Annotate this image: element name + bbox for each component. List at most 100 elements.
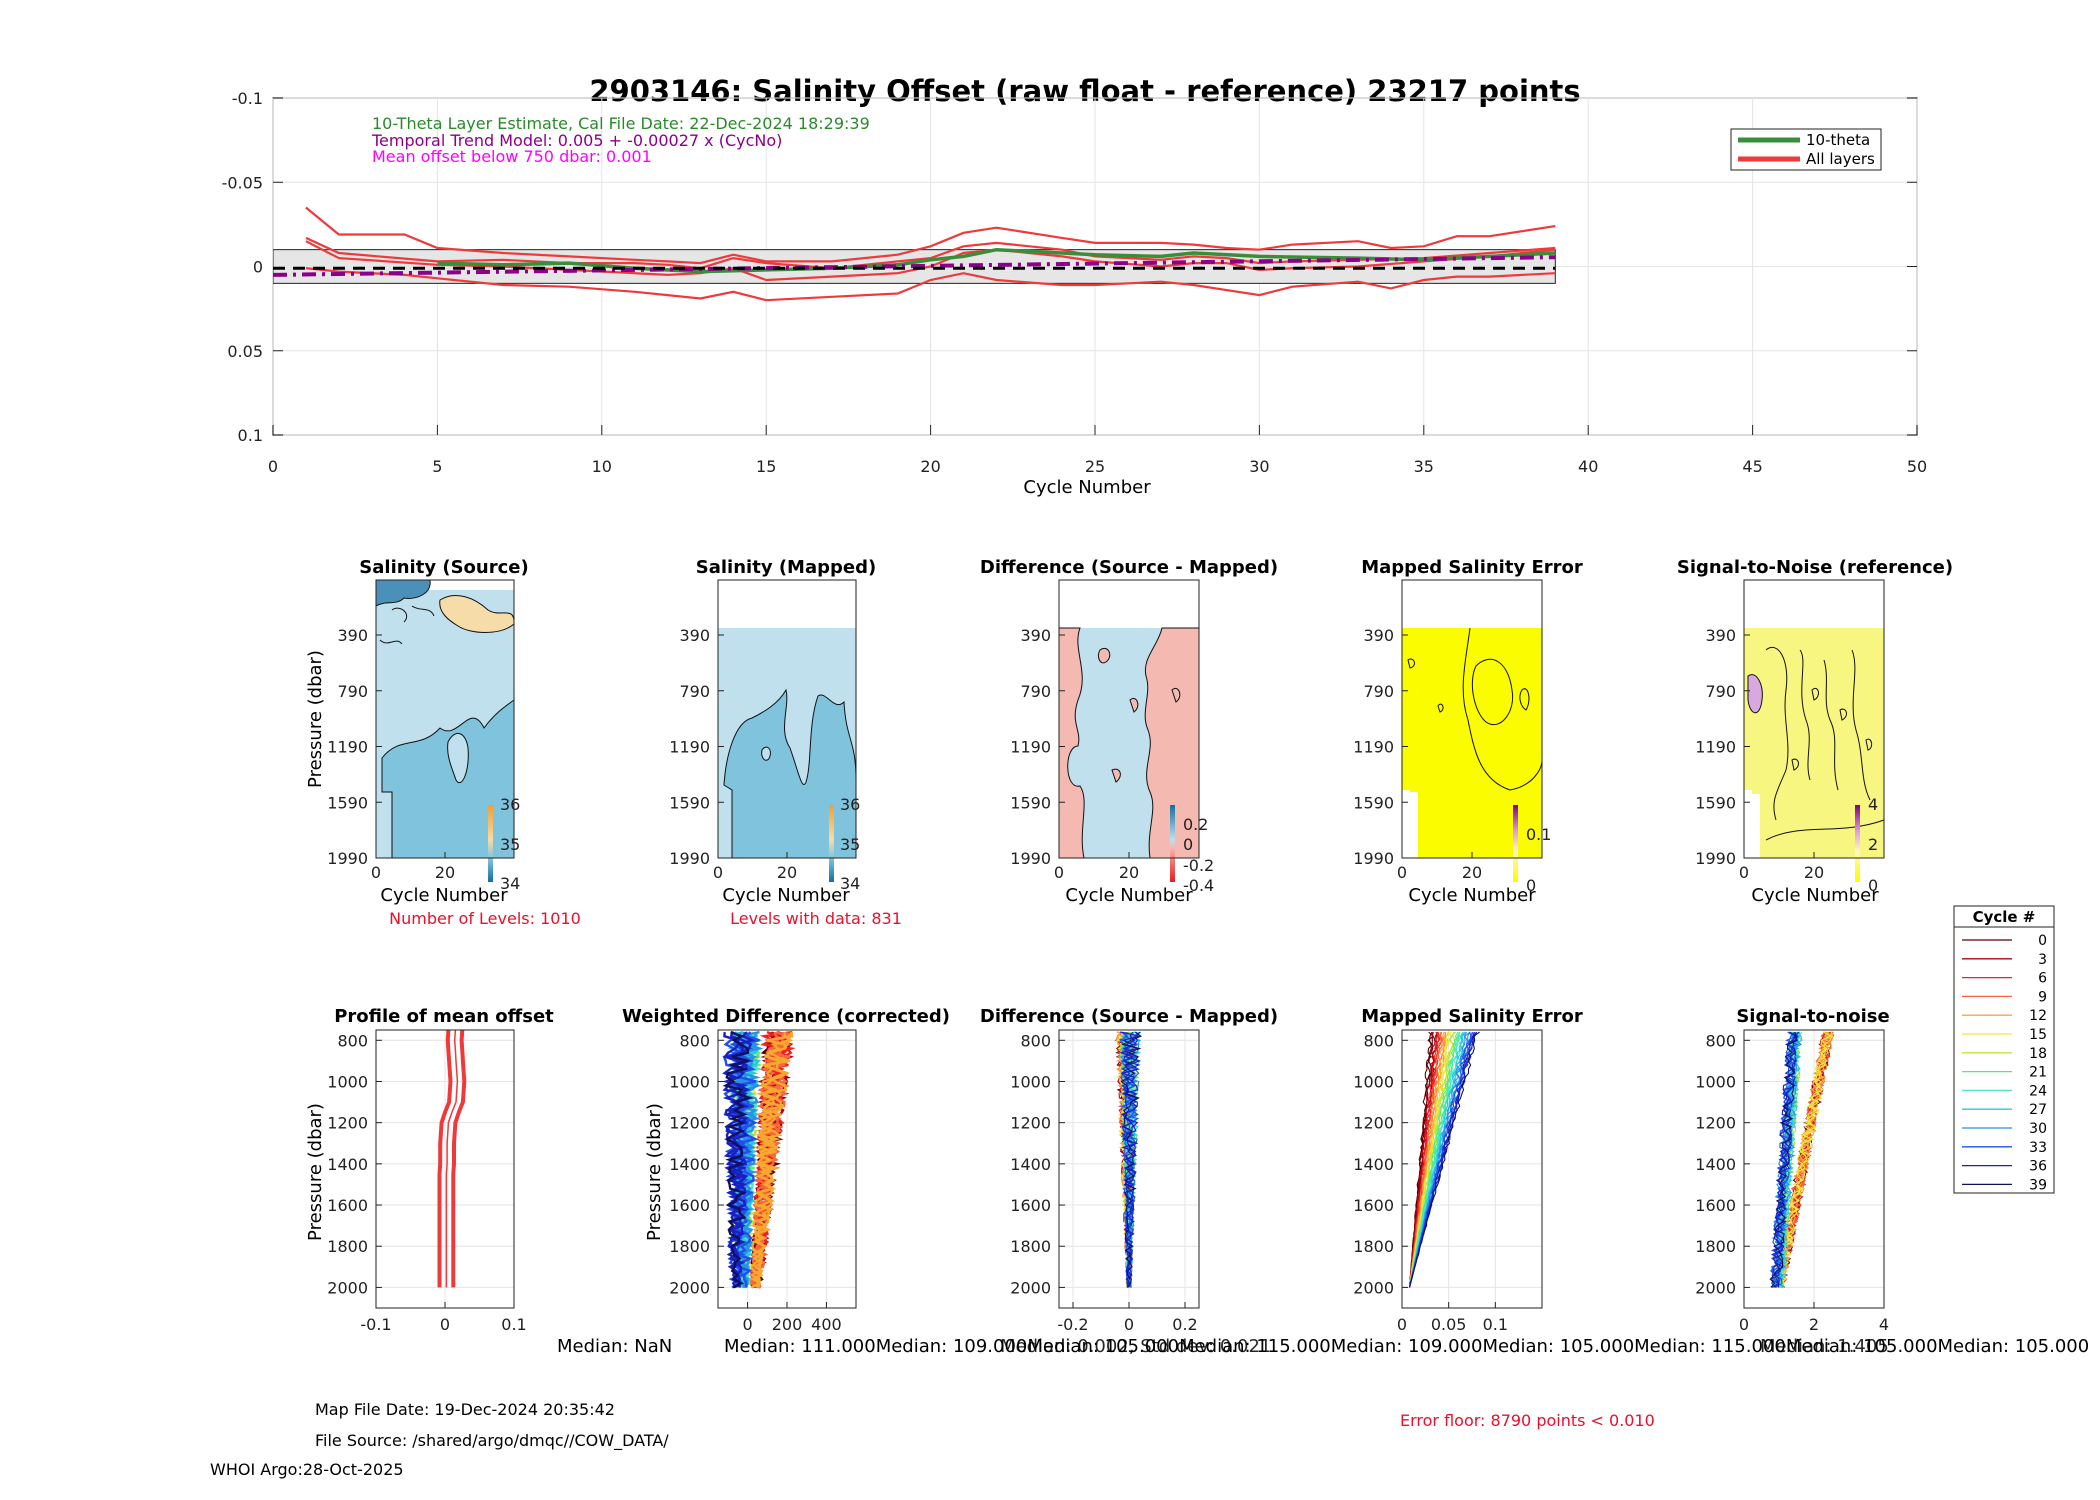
profile-frame — [375, 1029, 515, 1309]
weighted-diff-title: Weighted Difference (corrected) — [622, 1006, 950, 1027]
profile-x-tick-label: 0.2 — [1172, 1315, 1197, 1334]
annotation-10-theta: 10-Theta Layer Estimate, Cal File Date: … — [372, 114, 870, 133]
weighted-diff-ylabel: Pressure (dbar) — [644, 1103, 665, 1241]
error-map-small-contours — [1407, 658, 1530, 713]
offset-y-ticks: -0.1 -0.05 0 0.05 0.1 — [222, 89, 1917, 445]
offset-x-tick-label: 40 — [1578, 457, 1598, 476]
profile-y-tick-label: 800 — [1020, 1031, 1051, 1050]
salinity-mapped-cbar-35: 35 — [840, 835, 860, 854]
cycle-legend-label: 18 — [2029, 1046, 2047, 1062]
cycle-legend-label: 12 — [2029, 1008, 2047, 1024]
offset-series-5 — [273, 255, 1556, 277]
map-y-tick-label: 1990 — [669, 849, 710, 868]
map-y-tick-label: 1590 — [1695, 793, 1736, 812]
map-y-tick-label: 1990 — [1695, 849, 1736, 868]
annotation-trend: Temporal Trend Model: 0.005 + -0.00027 x… — [371, 131, 782, 150]
difference-map-colorbar — [1170, 805, 1175, 882]
offset-series-0 — [305, 206, 1556, 265]
snr-map-pale-region — [1744, 628, 1884, 858]
map-y-tick-label: 1190 — [1695, 738, 1736, 757]
offset-series-3 — [305, 267, 1556, 302]
offset-x-tick-label: 35 — [1414, 457, 1434, 476]
cycle-legend-label: 30 — [2029, 1121, 2047, 1137]
file-source: File Source: /shared/argo/dmqc//COW_DATA… — [315, 1431, 669, 1451]
profile-y-tick-label: 1200 — [327, 1114, 368, 1133]
profile-y-tick-label: 1600 — [669, 1196, 710, 1215]
profile-x-tick-label: 2 — [1809, 1315, 1819, 1334]
cycle-legend-label: 21 — [2029, 1065, 2047, 1081]
difference-map-pink-left — [1058, 627, 1085, 859]
difference-map-cbar-neg0.2: -0.2 — [1183, 856, 1214, 875]
difference-map-title: Difference (Source - Mapped) — [980, 557, 1278, 578]
map-frame — [375, 579, 515, 859]
salinity-source-note: Number of Levels: 1010 — [389, 909, 581, 928]
profile-frame — [717, 1029, 857, 1309]
profile-frame — [1058, 1029, 1200, 1309]
cycle-legend-label: 39 — [2029, 1177, 2047, 1193]
offset-chart-title: 2903146: Salinity Offset (raw float - re… — [589, 74, 1580, 108]
cycle-legend-label: 36 — [2029, 1159, 2047, 1175]
difference-map-cbar-0: 0 — [1183, 835, 1193, 854]
mean-offset-bound — [451, 1029, 467, 1288]
snr-map-cbar-0: 0 — [1868, 876, 1878, 895]
profile-y-tick-label: 1600 — [1353, 1196, 1394, 1215]
map-y-tick-label: 1190 — [669, 738, 710, 757]
salinity-source-surface-contours — [379, 605, 435, 645]
map-y-tick-label: 1990 — [1353, 849, 1394, 868]
cycle-legend-label: 6 — [2038, 971, 2047, 987]
legend-10-theta: 10-theta — [1806, 131, 1870, 149]
map-y-tick-label: 790 — [1020, 682, 1051, 701]
salinity-mapped-deep-region — [723, 688, 857, 859]
difference-map-cbar-0.2: 0.2 — [1183, 815, 1208, 834]
salinity-mapped-cbar-34: 34 — [840, 874, 860, 893]
profile-y-tick-label: 1200 — [1010, 1114, 1051, 1133]
map-x-tick-label: 20 — [777, 863, 797, 882]
map-y-tick-label: 1190 — [327, 738, 368, 757]
profile-y-tick-label: 800 — [1363, 1031, 1394, 1050]
error-map: Mapped Salinity Error 0.1 0 Cycle Number — [1361, 557, 1583, 906]
difference-map-xlabel: Cycle Number — [1065, 885, 1193, 906]
snr-map-colorbar — [1855, 805, 1860, 882]
median-mean-profile: Median: NaN — [557, 1336, 672, 1357]
map-x-tick-label: 0 — [713, 863, 723, 882]
profile-x-tick-label: 0.1 — [1483, 1315, 1508, 1334]
profile-y-tick-label: 1000 — [327, 1072, 368, 1091]
cycle-legend-label: 33 — [2029, 1140, 2047, 1156]
map-x-tick-label: 20 — [1462, 863, 1482, 882]
profile-x-tick-label: 4 — [1879, 1315, 1889, 1334]
map-y-tick-label: 790 — [1363, 682, 1394, 701]
offset-x-tick-label: 50 — [1907, 457, 1927, 476]
profile-cycle-33 — [729, 1031, 760, 1288]
profile-panels: Profile of mean offset Weighted Differen… — [305, 1006, 2089, 1430]
profile-y-tick-label: 1800 — [1695, 1237, 1736, 1256]
profile-lines — [437, 1029, 467, 1288]
map-frame — [717, 579, 857, 859]
salinity-mapped-colorbar — [829, 805, 834, 882]
salinity-mapped-title: Salinity (Mapped) — [696, 557, 876, 578]
mean-profile-ylabel: Pressure (dbar) — [305, 1103, 326, 1241]
map-y-tick-label: 1190 — [1010, 738, 1051, 757]
cycle-legend-label: 3 — [2038, 952, 2047, 968]
difference-map: Difference (Source - Mapped) 0.2 0 -0.2 … — [980, 557, 1278, 906]
map-frame — [1743, 579, 1885, 859]
snr-map-cbar-2: 2 — [1868, 835, 1878, 854]
mean-offset-line — [445, 1029, 459, 1288]
error-floor-note: Error floor: 8790 points < 0.010 — [1400, 1411, 1655, 1430]
mean-offset-bound — [437, 1029, 453, 1288]
profile-y-tick-label: 800 — [679, 1031, 710, 1050]
error-map-inner-contour — [1471, 658, 1514, 726]
map-x-tick-label: 20 — [1119, 863, 1139, 882]
offset-chart: 2903146: Salinity Offset (raw float - re… — [222, 74, 1928, 498]
offset-y-tick-label: 0 — [253, 258, 263, 277]
profile-y-tick-label: 1400 — [1695, 1155, 1736, 1174]
difference-map-pink-right — [1144, 627, 1200, 859]
profile-y-tick-label: 1800 — [1010, 1237, 1051, 1256]
map-x-tick-label: 0 — [1054, 863, 1064, 882]
profile-y-tick-label: 1400 — [1353, 1155, 1394, 1174]
offset-x-tick-label: 10 — [592, 457, 612, 476]
map-file-date: Map File Date: 19-Dec-2024 20:35:42 — [315, 1400, 615, 1419]
profile-panel-0: 800 1000 1200 1400 1600 1800 2000 -0.1 0 0.1 — [327, 1029, 527, 1334]
snr-map-purple-patch — [1747, 674, 1763, 714]
